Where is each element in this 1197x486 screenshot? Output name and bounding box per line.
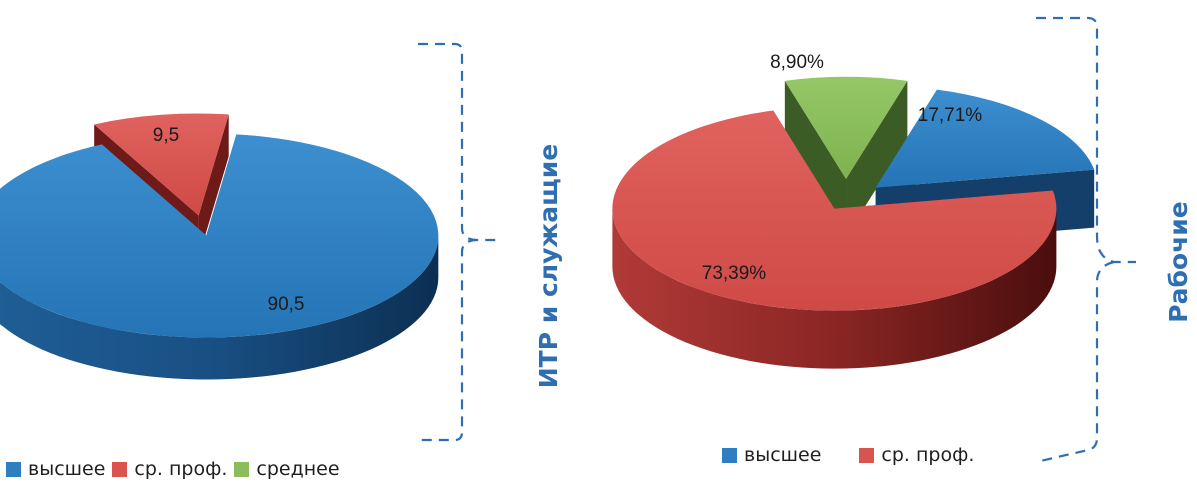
undefined-slice-0-side-0 xyxy=(0,235,439,380)
legend-itr: высшее ср. проф. среднее xyxy=(6,458,340,480)
legend-item-higher: высшее xyxy=(6,458,105,480)
legend-swatch-higher xyxy=(722,447,737,463)
legend-workers: высшее ср. проф. xyxy=(722,444,974,466)
legend-item-secondary: среднее xyxy=(234,458,340,480)
bracket-workers xyxy=(1035,16,1136,464)
legend-label-secondary: среднее xyxy=(256,458,340,480)
group-label-workers: Рабочие xyxy=(1164,201,1193,323)
legend-swatch-prof xyxy=(112,461,128,477)
undefined-slice-1-top xyxy=(612,110,1057,311)
bracket-itr xyxy=(418,42,497,442)
legend-swatch-prof xyxy=(859,447,875,463)
slice-label-workers-higher: 17,71% xyxy=(918,105,983,126)
slice-label-itr-prof: 9,5 xyxy=(153,125,179,146)
legend-label-higher: высшее xyxy=(28,458,106,480)
pie-chart-workers xyxy=(612,76,1095,369)
legend-swatch-secondary xyxy=(234,461,250,477)
undefined-slice-0-top xyxy=(0,134,439,338)
pie-chart-itr xyxy=(0,113,439,380)
slice-label-workers-secondary: 8,90% xyxy=(770,52,824,73)
slice-label-itr-higher: 90,5 xyxy=(268,294,305,315)
group-label-itr: ИТР и служащие xyxy=(534,143,563,389)
legend-label-prof: ср. проф. xyxy=(134,458,228,480)
legend-swatch-higher xyxy=(6,461,21,477)
undefined-slice-2-top xyxy=(784,76,908,179)
legend-item-prof: ср. проф. xyxy=(859,444,974,466)
undefined-slice-0-top xyxy=(875,89,1095,188)
legend-label-higher: высшее xyxy=(744,444,822,466)
legend-item-prof: ср. проф. xyxy=(112,458,227,480)
undefined-slice-1-top xyxy=(94,113,229,216)
undefined-slice-1-side-0 xyxy=(612,208,1057,369)
legend-label-prof: ср. проф. xyxy=(881,444,975,466)
undefined-slice-1-wall-1 xyxy=(198,114,229,258)
slice-label-workers-prof: 73,39% xyxy=(702,263,767,284)
legend-item-higher: высшее xyxy=(722,444,821,466)
undefined-slice-2-wall-1 xyxy=(846,80,908,237)
undefined-slice-2-wall-0 xyxy=(784,80,847,237)
